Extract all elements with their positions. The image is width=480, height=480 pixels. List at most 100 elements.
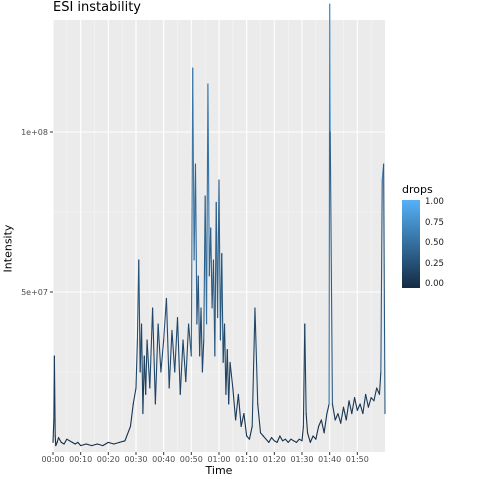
series-segment [243, 413, 248, 437]
series-segment [179, 339, 184, 395]
series-segment [318, 419, 322, 427]
series-segment [257, 403, 262, 434]
x-tick-label: 00:40 [152, 455, 175, 464]
series-segment [57, 437, 62, 443]
series-segment [96, 443, 104, 447]
series-segment [279, 435, 284, 442]
series-segment [223, 323, 227, 395]
series-segment [192, 67, 195, 261]
series-segment [305, 413, 309, 434]
series-segment [383, 163, 386, 415]
series-segment [154, 323, 159, 405]
series-segment [378, 371, 382, 395]
x-tick-label: 01:40 [318, 455, 341, 464]
x-tick-label: 00:00 [41, 455, 64, 464]
series-segment [251, 307, 256, 427]
series-segment [197, 275, 201, 357]
series-segment [348, 400, 353, 415]
series-segment [304, 323, 307, 415]
series-segment [157, 323, 162, 373]
series-segment [254, 307, 259, 405]
series-segment [52, 419, 55, 443]
series-segment [248, 425, 253, 440]
series-segment [354, 397, 358, 411]
series-segment [334, 413, 339, 421]
x-tick-label: 00:10 [69, 455, 92, 464]
series-segment [259, 432, 264, 437]
legend-colorbar [402, 200, 420, 288]
series-segment [54, 435, 57, 447]
series-segment [331, 403, 336, 421]
series-segment [174, 317, 179, 373]
series-segment [284, 438, 289, 443]
x-tick-label: 01:50 [346, 455, 369, 464]
series-segment [140, 323, 144, 415]
series-segment [102, 441, 109, 447]
x-tick-label: 01:20 [263, 455, 286, 464]
x-axis-label: Time [205, 464, 233, 477]
axis-ticks [50, 131, 358, 455]
series-segment [85, 443, 93, 447]
series-segment [176, 317, 181, 395]
series-segment [190, 67, 194, 357]
legend-tick-label: 0.75 [425, 217, 444, 228]
legend-tick-label: 1.00 [425, 197, 444, 207]
series-segment [152, 307, 156, 405]
series-segment [246, 435, 250, 440]
series-segment [138, 259, 141, 373]
series-segment [312, 435, 317, 440]
series-segment [237, 393, 242, 427]
series-segment [342, 406, 347, 421]
legend-tick-label: 0.50 [425, 238, 444, 248]
legend-title: drops [402, 183, 433, 196]
series-segment [240, 413, 245, 427]
series-segment [221, 253, 224, 363]
series-segment [129, 403, 134, 427]
series-segment [160, 339, 165, 373]
series-segment [309, 435, 314, 443]
x-tick-label: 01:00 [207, 455, 230, 464]
series-segment [380, 179, 383, 373]
series-segment [135, 339, 138, 389]
series-segment [315, 425, 320, 440]
series-lines [52, 3, 386, 447]
series-segment [306, 432, 311, 443]
series-segment [185, 323, 190, 383]
series-segment [53, 355, 56, 437]
series-segment [165, 297, 170, 389]
y-tick-labels: 5e+07 1e+08 [21, 128, 48, 297]
series-segment [320, 419, 325, 434]
series-segment [228, 361, 231, 405]
series-segment [276, 435, 281, 443]
y-axis-label: Intensity [1, 224, 15, 273]
x-tick-labels: 00:00 00:10 00:20 00:30 00:40 00:50 01:00 01:10… [41, 455, 368, 464]
series-segment [268, 437, 273, 443]
series-segment [373, 387, 378, 402]
series-segment [329, 131, 333, 405]
x-tick-label: 00:30 [124, 455, 147, 464]
chart-title: ESI instability [53, 0, 141, 15]
legend-tick-label: 0.00 [425, 279, 444, 289]
series-segment [77, 441, 82, 447]
series-segment [229, 361, 234, 389]
x-tick-label: 00:50 [180, 455, 203, 464]
y-tick-label: 1e+08 [21, 128, 48, 137]
series-segment [118, 440, 126, 443]
series-segment [56, 437, 60, 443]
series-segment [367, 397, 372, 408]
series-segment [124, 425, 132, 442]
series-segment [63, 438, 68, 445]
series-segment [370, 397, 375, 402]
series-segment [359, 403, 364, 415]
series-segment [132, 387, 137, 405]
series-segment [142, 355, 145, 415]
series-segment [149, 307, 154, 389]
series-segment [171, 329, 176, 373]
x-tick-label: 00:20 [97, 455, 120, 464]
series-segment [200, 307, 203, 373]
series-segment [262, 435, 267, 440]
series-segment [265, 438, 270, 443]
series-segment [210, 227, 213, 309]
series-segment [345, 400, 350, 421]
